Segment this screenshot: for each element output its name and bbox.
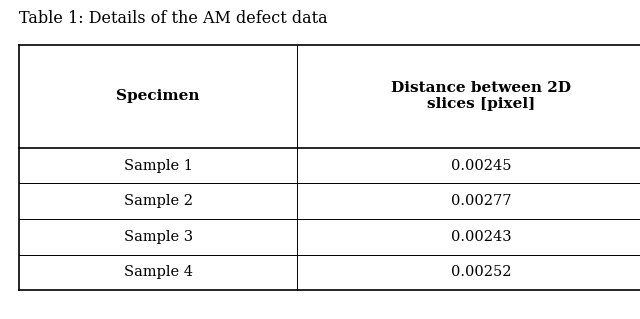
Text: 0.00245: 0.00245: [451, 159, 511, 173]
Text: Sample 2: Sample 2: [124, 194, 193, 208]
Text: 0.00252: 0.00252: [451, 265, 511, 279]
Text: Distance between 2D
slices [pixel]: Distance between 2D slices [pixel]: [392, 81, 572, 111]
Text: 0.00277: 0.00277: [451, 194, 511, 208]
Text: Specimen: Specimen: [116, 89, 200, 103]
Text: Sample 3: Sample 3: [124, 230, 193, 244]
Text: Sample 1: Sample 1: [124, 159, 193, 173]
Text: Table 1: Details of the AM defect data: Table 1: Details of the AM defect data: [19, 10, 328, 26]
Text: 0.00243: 0.00243: [451, 230, 512, 244]
Text: Sample 4: Sample 4: [124, 265, 193, 279]
